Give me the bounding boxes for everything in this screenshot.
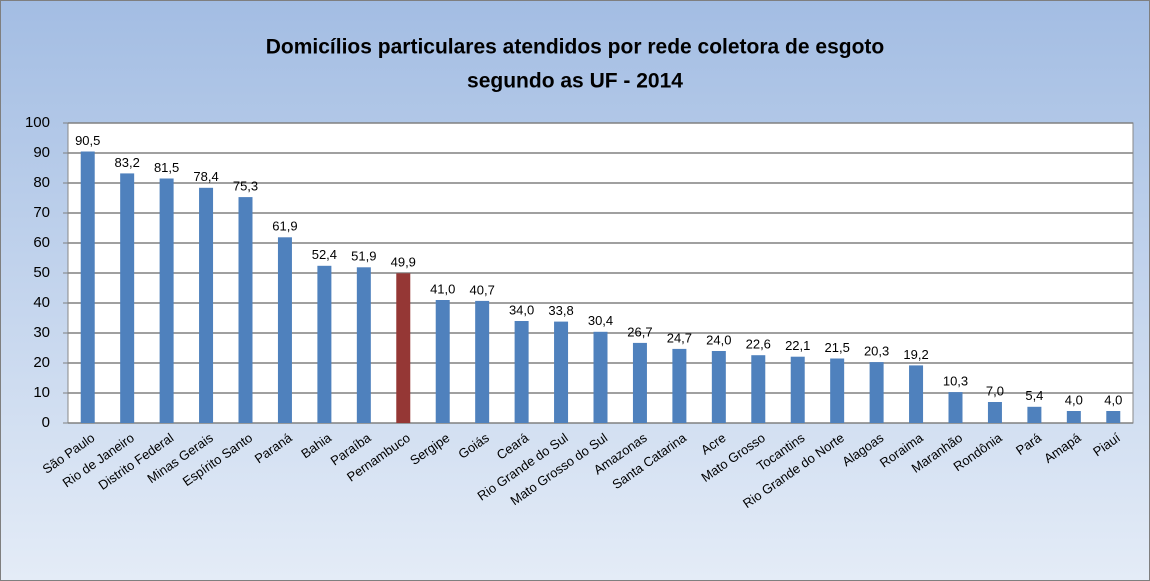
bar <box>80 151 95 423</box>
bar <box>869 362 884 423</box>
value-label: 40,7 <box>470 282 495 297</box>
y-tick-label: 30 <box>33 324 50 341</box>
value-label: 75,3 <box>233 179 258 194</box>
bar <box>475 300 490 423</box>
bar <box>159 178 174 423</box>
bar <box>277 237 292 423</box>
value-label: 61,9 <box>272 219 297 234</box>
value-label: 19,2 <box>903 347 928 362</box>
bar <box>514 321 529 423</box>
bar <box>238 197 253 423</box>
y-tick-label: 60 <box>33 234 50 251</box>
bar <box>909 365 924 423</box>
bar <box>593 331 608 423</box>
value-label: 4,0 <box>1104 392 1122 407</box>
bar <box>987 402 1002 423</box>
value-label: 34,0 <box>509 302 534 317</box>
value-label: 4,0 <box>1065 392 1083 407</box>
bar <box>632 342 647 423</box>
value-label: 81,5 <box>154 160 179 175</box>
bar <box>356 267 371 423</box>
y-tick-label: 20 <box>33 354 50 371</box>
bar <box>711 351 726 423</box>
value-label: 30,4 <box>588 313 613 328</box>
bar <box>790 356 805 423</box>
y-tick-label: 10 <box>33 384 50 401</box>
bar <box>199 187 214 423</box>
value-label: 49,9 <box>391 255 416 270</box>
value-label: 5,4 <box>1025 388 1043 403</box>
value-label: 78,4 <box>193 169 218 184</box>
value-label: 26,7 <box>627 324 652 339</box>
value-label: 21,5 <box>825 340 850 355</box>
value-label: 41,0 <box>430 281 455 296</box>
y-tick-label: 50 <box>33 264 50 281</box>
value-label: 83,2 <box>115 155 140 170</box>
value-label: 90,5 <box>75 133 100 148</box>
value-label: 7,0 <box>986 383 1004 398</box>
value-label: 20,3 <box>864 344 889 359</box>
value-label: 51,9 <box>351 249 376 264</box>
bar <box>120 173 135 423</box>
chart-title: segundo as UF - 2014 <box>467 70 683 93</box>
bar <box>830 358 845 423</box>
bar <box>554 321 569 423</box>
y-tick-label: 0 <box>42 414 50 431</box>
y-tick-label: 40 <box>33 294 50 311</box>
bar <box>317 265 332 423</box>
bar <box>1106 411 1121 423</box>
bar <box>396 273 411 423</box>
value-label: 22,1 <box>785 338 810 353</box>
bar <box>1027 406 1042 423</box>
bar <box>435 300 450 423</box>
y-tick-label: 90 <box>33 144 50 161</box>
bar <box>672 348 687 423</box>
y-tick-label: 100 <box>25 114 50 131</box>
bar <box>948 392 963 423</box>
value-label: 33,8 <box>548 303 573 318</box>
value-label: 52,4 <box>312 247 337 262</box>
value-label: 24,7 <box>667 330 692 345</box>
chart-title: Domicílios particulares atendidos por re… <box>266 36 885 59</box>
value-label: 22,6 <box>746 337 771 352</box>
value-label: 10,3 <box>943 374 968 389</box>
y-tick-label: 80 <box>33 174 50 191</box>
value-label: 24,0 <box>706 332 731 347</box>
y-tick-label: 70 <box>33 204 50 221</box>
bar <box>751 355 766 423</box>
bar <box>1066 411 1081 423</box>
